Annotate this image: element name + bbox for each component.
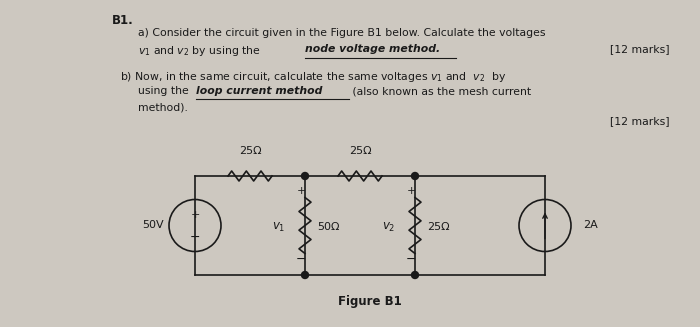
Circle shape — [302, 271, 309, 279]
Text: 2A: 2A — [583, 220, 598, 231]
Text: $v_1$ and $v_2$ by using the: $v_1$ and $v_2$ by using the — [138, 44, 262, 58]
Text: 25Ω: 25Ω — [349, 146, 371, 156]
Text: b) Now, in the same circuit, calculate the same voltages $v_1$ and  $v_2$  by: b) Now, in the same circuit, calculate t… — [120, 70, 506, 84]
Text: −: − — [406, 253, 416, 266]
Text: [12 marks]: [12 marks] — [610, 116, 670, 126]
Text: (also known as the mesh current: (also known as the mesh current — [349, 86, 531, 96]
Text: $v_2$: $v_2$ — [382, 221, 395, 234]
Text: B1.: B1. — [112, 14, 134, 27]
Text: [12 marks]: [12 marks] — [610, 44, 670, 54]
Text: −: − — [190, 231, 200, 244]
Text: +: + — [406, 186, 416, 197]
Text: $v_1$: $v_1$ — [272, 221, 285, 234]
Text: using the: using the — [138, 86, 192, 96]
Text: −: − — [295, 253, 307, 266]
Text: method).: method). — [138, 102, 188, 112]
Circle shape — [412, 173, 419, 180]
Text: +: + — [296, 186, 306, 197]
Text: 25Ω: 25Ω — [239, 146, 261, 156]
Text: a) Consider the circuit given in the Figure B1 below. Calculate the voltages: a) Consider the circuit given in the Fig… — [138, 28, 545, 38]
Text: +: + — [190, 211, 199, 220]
Circle shape — [412, 271, 419, 279]
Circle shape — [302, 173, 309, 180]
Text: 50Ω: 50Ω — [317, 222, 340, 232]
Text: 50V: 50V — [142, 220, 164, 231]
Text: Figure B1: Figure B1 — [338, 295, 402, 308]
Text: 25Ω: 25Ω — [427, 222, 449, 232]
Text: loop current method: loop current method — [196, 86, 323, 96]
Text: node voltage method.: node voltage method. — [305, 44, 440, 54]
